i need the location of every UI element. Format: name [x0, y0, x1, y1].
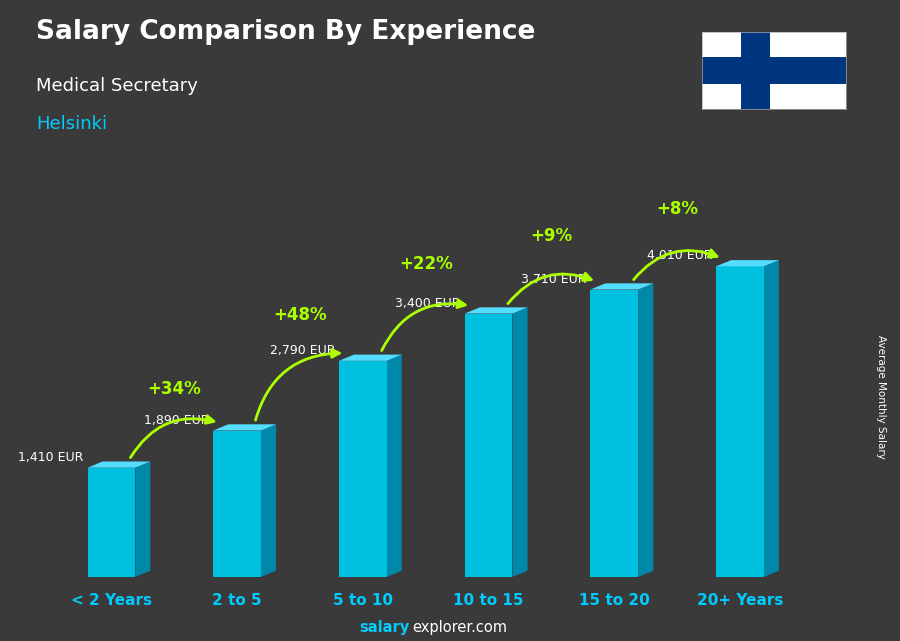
- Bar: [213, 431, 261, 577]
- Text: Helsinki: Helsinki: [36, 115, 107, 133]
- Bar: [590, 290, 638, 577]
- Text: Salary Comparison By Experience: Salary Comparison By Experience: [36, 19, 536, 46]
- Bar: [339, 361, 387, 577]
- Polygon shape: [87, 462, 150, 468]
- Text: +22%: +22%: [399, 255, 453, 273]
- Text: 1,410 EUR: 1,410 EUR: [18, 451, 84, 464]
- Polygon shape: [638, 283, 653, 577]
- Text: 4,010 EUR: 4,010 EUR: [647, 249, 712, 262]
- Text: 2,790 EUR: 2,790 EUR: [270, 344, 335, 357]
- Bar: [87, 468, 135, 577]
- Polygon shape: [464, 308, 527, 313]
- Polygon shape: [213, 424, 276, 431]
- Polygon shape: [590, 283, 653, 290]
- Polygon shape: [716, 260, 779, 266]
- Polygon shape: [135, 462, 150, 577]
- Text: Average Monthly Salary: Average Monthly Salary: [877, 335, 886, 460]
- Bar: [741, 32, 770, 109]
- Text: 3,400 EUR: 3,400 EUR: [395, 297, 461, 310]
- Text: +9%: +9%: [530, 228, 572, 246]
- Bar: [716, 266, 764, 577]
- Text: +8%: +8%: [656, 200, 698, 219]
- Text: +34%: +34%: [148, 380, 202, 398]
- Polygon shape: [261, 424, 276, 577]
- Bar: [702, 58, 846, 83]
- Polygon shape: [512, 308, 527, 577]
- Text: explorer.com: explorer.com: [412, 620, 508, 635]
- Text: Medical Secretary: Medical Secretary: [36, 77, 198, 95]
- Text: 3,710 EUR: 3,710 EUR: [521, 272, 587, 286]
- Bar: [464, 313, 512, 577]
- Polygon shape: [339, 354, 401, 361]
- Text: salary: salary: [359, 620, 410, 635]
- Polygon shape: [387, 354, 401, 577]
- Text: 1,890 EUR: 1,890 EUR: [144, 413, 210, 427]
- Polygon shape: [764, 260, 779, 577]
- Text: +48%: +48%: [274, 306, 327, 324]
